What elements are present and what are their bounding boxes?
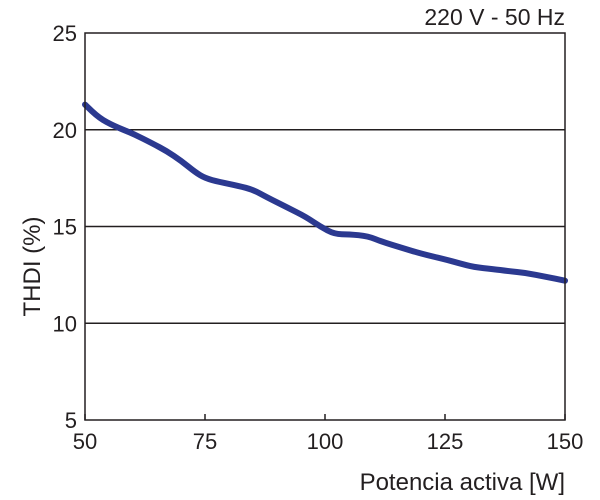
chart-title: 220 V - 50 Hz	[424, 4, 565, 30]
tick-labels: 5 10 15 20 25 50 75 100 125 150	[53, 21, 584, 454]
x-tick-label-100: 100	[307, 429, 344, 454]
tick-marks	[84, 414, 566, 420]
y-tick-label-10: 10	[53, 311, 77, 336]
x-tick-label-150: 150	[547, 429, 584, 454]
series-layer	[82, 101, 568, 284]
x-tick-label-125: 125	[427, 429, 464, 454]
series-line-0	[82, 101, 568, 284]
x-axis-title: Potencia activa [W]	[360, 469, 565, 496]
x-tick-label-75: 75	[193, 429, 217, 454]
y-tick-label-25: 25	[53, 21, 77, 46]
x-tick-label-50: 50	[73, 429, 97, 454]
y-tick-label-15: 15	[53, 215, 77, 240]
y-tick-label-5: 5	[65, 408, 77, 433]
y-axis-title: THDI (%)	[19, 217, 46, 317]
y-tick-label-20: 20	[53, 118, 77, 143]
